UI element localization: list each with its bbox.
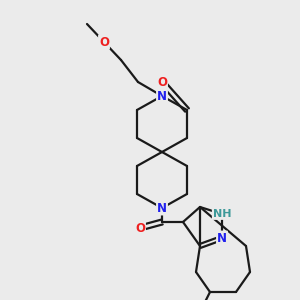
Text: O: O — [157, 76, 167, 88]
Text: O: O — [135, 221, 145, 235]
Text: N: N — [157, 89, 167, 103]
Text: NH: NH — [213, 209, 231, 219]
Text: N: N — [157, 202, 167, 214]
Text: N: N — [217, 232, 227, 244]
Text: O: O — [99, 35, 109, 49]
